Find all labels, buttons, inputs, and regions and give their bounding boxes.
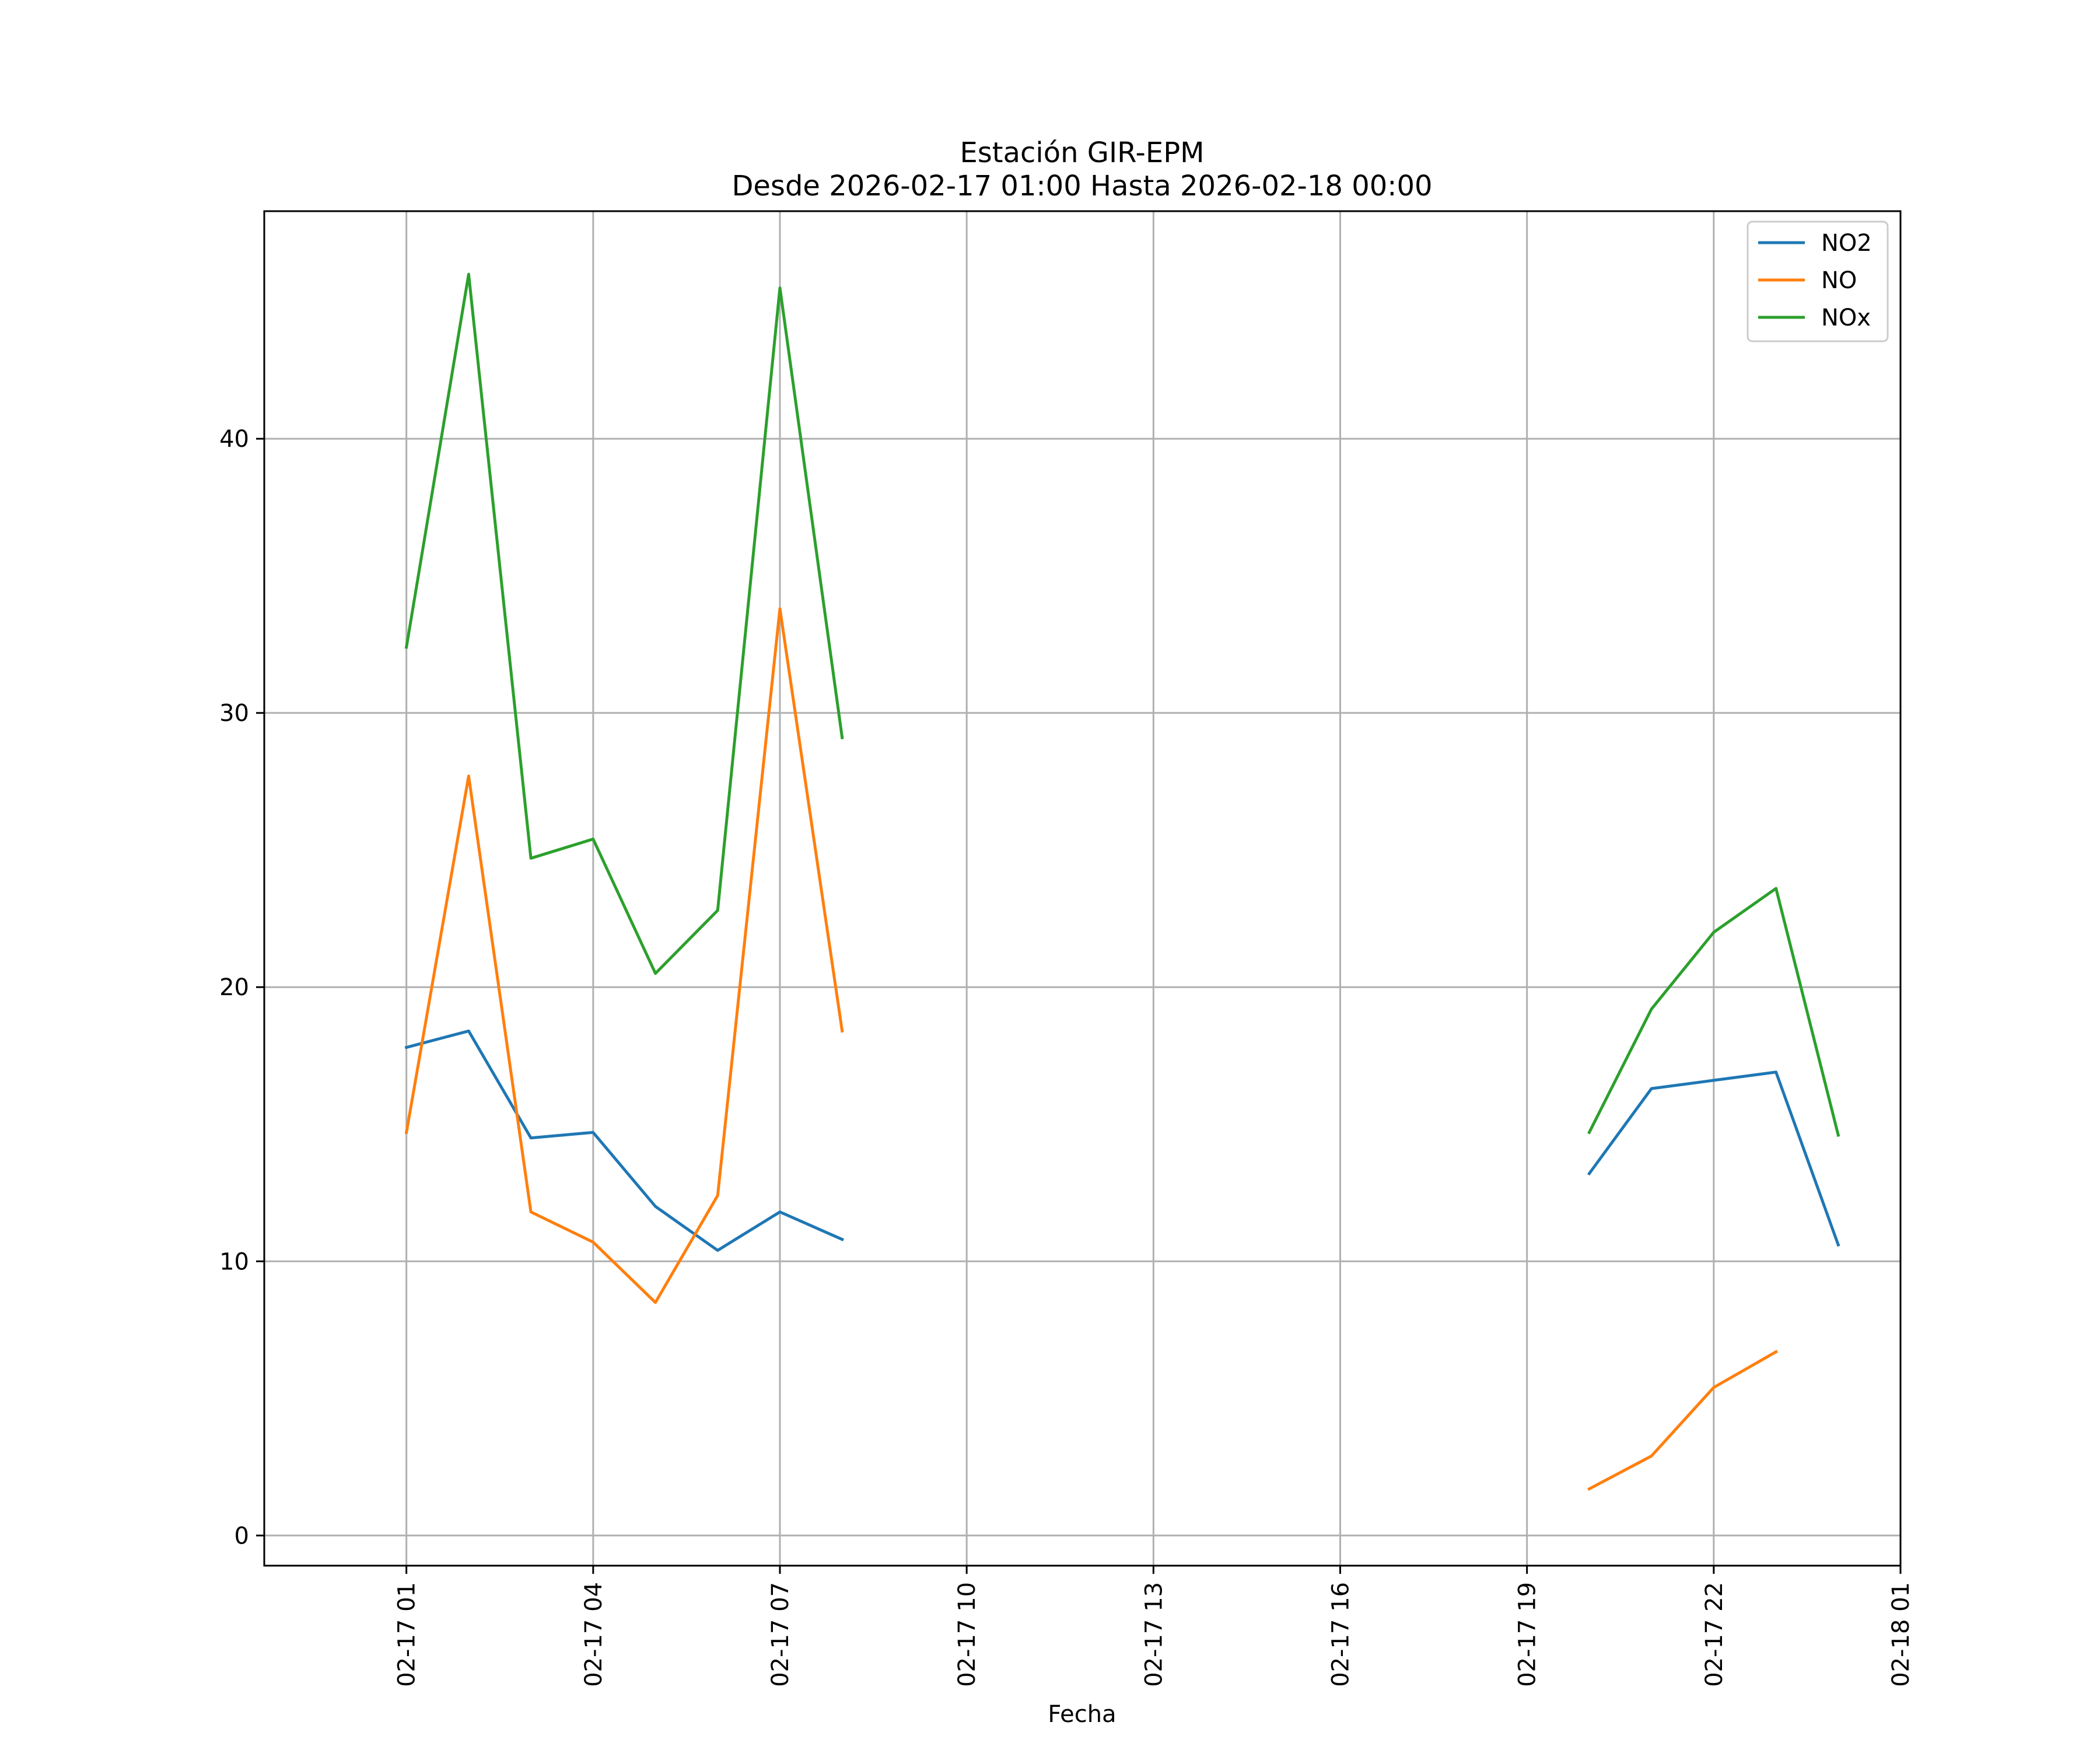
y-tick-label: 10 [219,1248,249,1275]
series-no2 [404,1029,1840,1252]
axis-ticks: 02-17 01 02-17 04 02-17 07 02-17 10 02-17 13… [219,426,1915,1687]
legend-label-no: NO [1821,267,1857,294]
plot-area-frame [263,210,1902,1567]
legend-box [1746,220,1889,342]
x-axis-label: Fecha [1048,1701,1116,1728]
x-tick-label: 02-17 07 [767,1582,794,1687]
series-line-no [1587,1349,1779,1491]
x-tick-label: 02-18 01 [1888,1582,1915,1687]
series-line-no2 [1587,1070,1840,1247]
y-tick-label: 0 [235,1522,249,1549]
x-tick-label: 02-17 01 [394,1582,421,1687]
x-tick-label: 02-17 04 [580,1582,607,1687]
y-tick-label: 20 [219,974,249,1001]
series-line-no [404,607,844,1304]
legend-label-nox: NOx [1821,304,1871,331]
series-line-nox [404,272,844,975]
legend: NO2 NO NOx [1746,220,1889,342]
x-tick-label: 02-17 13 [1140,1582,1167,1687]
series-nox [404,272,1840,1138]
series-line-nox [1587,887,1840,1138]
x-tick-label: 02-17 19 [1514,1582,1541,1687]
y-tick-label: 30 [219,700,249,727]
legend-entries: NO2 NO NOx [1758,230,1872,331]
series-no [404,607,1779,1491]
chart-title: Estación GIR-EPM [960,136,1204,169]
y-tick-label: 40 [219,426,249,453]
chart-subtitle: Desde 2026-02-17 01:00 Hasta 2026-02-18 … [732,170,1432,202]
legend-label-no2: NO2 [1821,230,1872,257]
x-tick-label: 02-17 10 [954,1582,981,1687]
series-group [404,272,1840,1491]
x-tick-label: 02-17 22 [1701,1582,1728,1687]
x-tick-label: 02-17 16 [1328,1582,1354,1687]
series-line-no2 [404,1029,844,1252]
